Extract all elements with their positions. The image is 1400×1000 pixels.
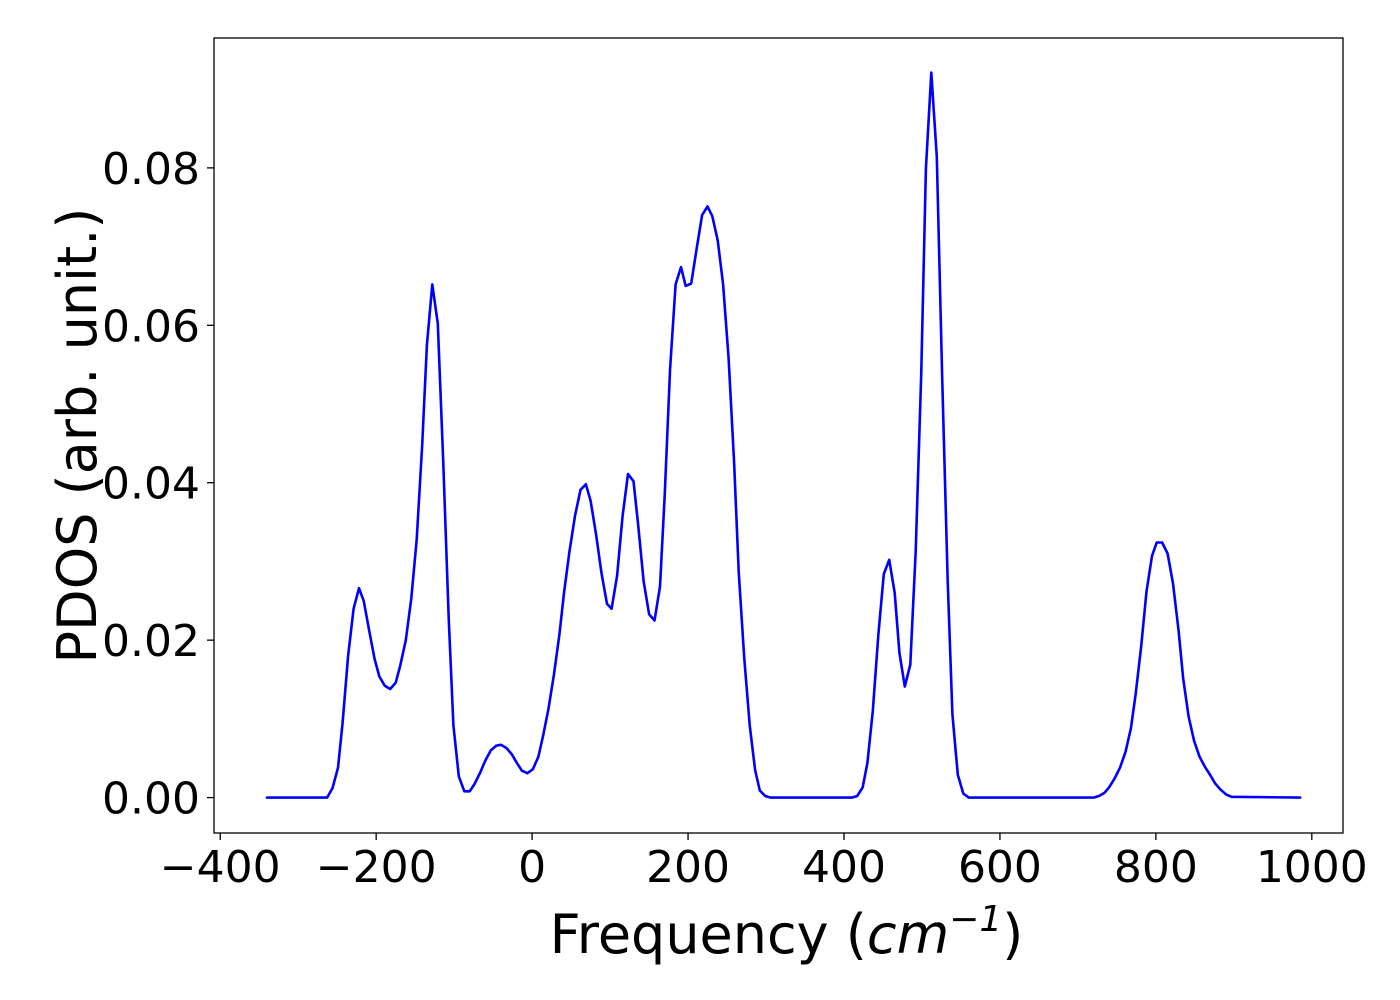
x-tick-label: 400 — [802, 842, 886, 893]
y-tick-label: 0.00 — [102, 774, 200, 825]
plot-frame — [213, 37, 1344, 834]
x-tick-label: 800 — [1114, 842, 1198, 893]
x-axis-label-exponent: −1 — [949, 899, 1002, 940]
y-tick-label: 0.04 — [102, 459, 200, 510]
x-tick-label: −200 — [316, 842, 437, 893]
x-tick-label: 0 — [518, 842, 546, 893]
x-axis-label-suffix: ) — [1002, 903, 1023, 966]
x-axis-label: Frequency (cm−1) — [550, 899, 1024, 966]
y-tick-label: 0.06 — [102, 301, 200, 352]
x-axis-label-unit: cm — [867, 903, 949, 966]
pdos-series-line-0 — [265, 71, 1302, 799]
plot-layer — [265, 71, 1302, 799]
x-axis-label-prefix: Frequency ( — [550, 903, 867, 966]
x-tick-label: 600 — [958, 842, 1042, 893]
y-tick-label: 0.02 — [102, 616, 200, 667]
y-tick-label: 0.08 — [102, 144, 200, 195]
x-tick-label: −400 — [160, 842, 281, 893]
tick-layer: −400 −200 0 200 400 600 800 1000 0.00 0.02 0.04 0.0… — [102, 144, 1368, 893]
y-axis-label: PDOS (arb. unit.) — [46, 208, 109, 664]
x-tick-label: 200 — [646, 842, 730, 893]
x-tick-label: 1000 — [1256, 842, 1368, 893]
